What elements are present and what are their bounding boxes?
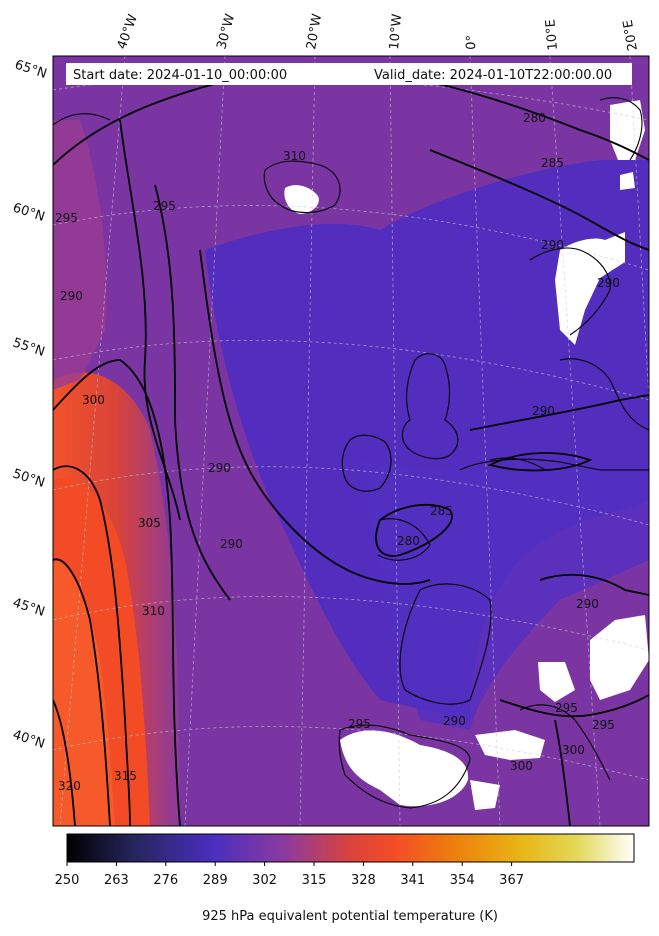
svg-text:290: 290 xyxy=(208,461,231,475)
colorbar: 250 263 276 289 302 315 328 341 354 367 925 hPa e… xyxy=(55,833,635,924)
lat-label: 55°N xyxy=(11,336,47,360)
colorbar-tick-label: 367 xyxy=(499,873,524,888)
map-frame xyxy=(52,55,650,827)
lat-label: 65°N xyxy=(13,58,49,82)
colorbar-tick-label: 276 xyxy=(153,873,178,888)
colorbar-tick-label: 341 xyxy=(400,873,425,888)
svg-text:290: 290 xyxy=(532,404,555,418)
svg-text:295: 295 xyxy=(592,718,615,732)
gridlines xyxy=(53,56,649,826)
svg-text:310: 310 xyxy=(283,149,306,163)
lon-label: 20°W xyxy=(304,13,325,51)
svg-text:290: 290 xyxy=(576,597,599,611)
svg-text:300: 300 xyxy=(510,759,533,773)
colorbar-tick-label: 250 xyxy=(55,873,80,888)
coast-france xyxy=(399,583,492,705)
lon-label: 10°W xyxy=(387,13,405,50)
coast-ireland xyxy=(341,434,392,492)
colorbar-tick-label: 289 xyxy=(203,873,228,888)
lat-label: 45°N xyxy=(11,596,47,620)
coast-great-britain xyxy=(401,353,459,460)
svg-text:320: 320 xyxy=(58,779,81,793)
svg-text:280: 280 xyxy=(397,534,420,548)
colorbar-tick-label: 315 xyxy=(302,873,327,888)
coast-iberia xyxy=(338,724,471,809)
contour-labels: 280 285 290 295 300 305 310 315 320 290 … xyxy=(55,111,620,793)
colorbar-ticks: 250 263 276 289 302 315 328 341 354 367 xyxy=(55,862,524,888)
header-box xyxy=(66,63,632,85)
svg-text:315: 315 xyxy=(114,769,137,783)
svg-text:290: 290 xyxy=(597,276,620,290)
lat-label: 50°N xyxy=(11,467,47,491)
svg-text:310: 310 xyxy=(142,604,165,618)
valid-date-label: Valid_date: 2024-01-10T22:00:00.00 xyxy=(374,68,612,83)
contours xyxy=(53,70,649,826)
colorbar-ramp xyxy=(66,833,635,863)
colorbar-tick-label: 354 xyxy=(450,873,475,888)
missing-iberia xyxy=(340,730,469,807)
colorbar-tick-label: 328 xyxy=(351,873,376,888)
svg-text:295: 295 xyxy=(348,717,371,731)
lat-label: 60°N xyxy=(11,201,47,225)
coastlines xyxy=(53,97,649,809)
field-shading: 280 285 290 295 300 305 310 315 320 290 … xyxy=(53,56,649,826)
svg-text:290: 290 xyxy=(541,238,564,252)
svg-text:300: 300 xyxy=(562,743,585,757)
svg-text:285: 285 xyxy=(430,504,453,518)
lat-label: 40°N xyxy=(11,728,47,752)
lon-label: 40°W xyxy=(115,12,141,51)
lon-label: 10°E xyxy=(543,19,561,51)
colorbar-tick-label: 302 xyxy=(252,873,277,888)
lon-label: 30°W xyxy=(214,12,238,51)
svg-text:305: 305 xyxy=(138,516,161,530)
svg-text:295: 295 xyxy=(555,701,578,715)
svg-text:285: 285 xyxy=(541,156,564,170)
svg-text:295: 295 xyxy=(55,211,78,225)
svg-text:290: 290 xyxy=(443,714,466,728)
svg-text:290: 290 xyxy=(60,289,83,303)
lon-label: 20°E xyxy=(621,19,641,52)
lon-label: 0° xyxy=(464,35,480,50)
missing-scandinavia xyxy=(555,232,625,345)
svg-text:280: 280 xyxy=(523,111,546,125)
colorbar-tick-label: 263 xyxy=(104,873,129,888)
start-date-label: Start date: 2024-01-10_00:00:00 xyxy=(73,68,287,83)
svg-text:290: 290 xyxy=(220,537,243,551)
colorbar-label: 925 hPa equivalent potential temperature… xyxy=(202,909,498,924)
svg-text:300: 300 xyxy=(82,393,105,407)
longitude-labels: 40°W 30°W 20°W 10°W 0° 10°E 20°E xyxy=(115,12,641,52)
svg-text:295: 295 xyxy=(153,199,176,213)
latitude-labels: 65°N 60°N 55°N 50°N 45°N 40°N xyxy=(11,58,49,752)
